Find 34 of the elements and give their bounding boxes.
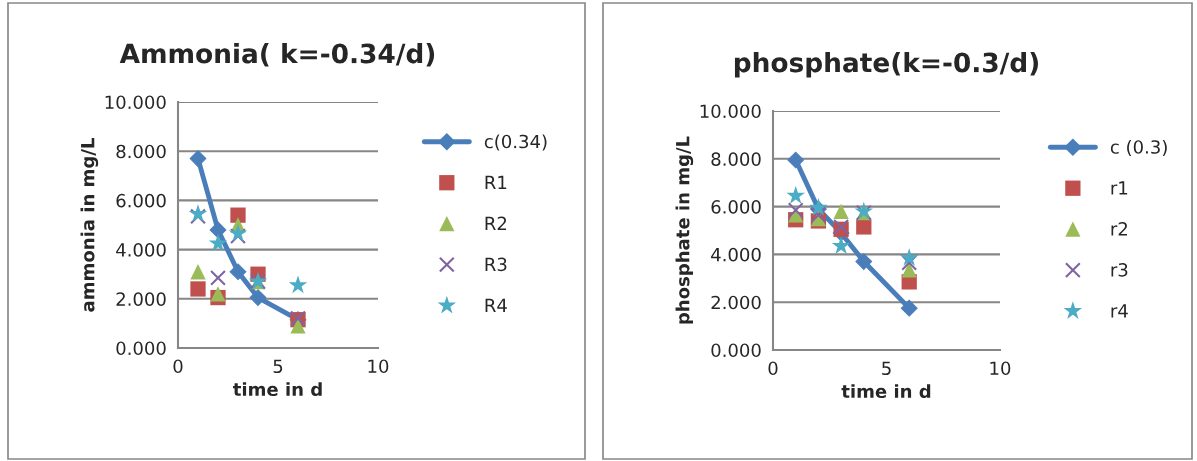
y-axis-title: phosphate in mg/L (675, 136, 694, 324)
legend-label: r4 (1111, 304, 1128, 318)
legend-label: R1 (485, 175, 507, 190)
legend-label: R4 (485, 298, 507, 312)
y-axis-title: ammonia in mg/L (80, 138, 99, 312)
legend-label: R3 (485, 257, 507, 272)
x-tick-label: 5 (882, 361, 891, 376)
legend-label: r3 (1111, 263, 1128, 277)
x-tick-label: 10 (368, 359, 389, 374)
y-tick-label: 2.000 (116, 292, 166, 306)
y-tick-label: 6.000 (711, 200, 761, 214)
legend-label: r2 (1111, 222, 1127, 236)
y-tick-label: 0.000 (116, 341, 166, 356)
y-tick-label: 4.000 (711, 247, 761, 262)
x-tick-label: 0 (768, 361, 778, 376)
y-tick-label: 8.000 (711, 152, 761, 166)
x-tick-label: 0 (173, 359, 183, 374)
y-tick-label: 10.000 (700, 104, 761, 119)
chart-title: phosphate(k=-0.3/d) (734, 52, 1038, 78)
y-tick-label: 10.000 (105, 95, 166, 110)
legend-label: r1 (1111, 181, 1128, 195)
chart-title: Ammonia( k=-0.34/d) (119, 43, 435, 67)
y-tick-label: 4.000 (116, 243, 166, 257)
legend-label: c (0.3) (1110, 139, 1167, 156)
y-tick-label: 6.000 (116, 193, 166, 208)
x-axis-title: time in d (841, 384, 931, 399)
x-tick-label: 10 (990, 361, 1011, 376)
x-tick-label: 5 (273, 359, 283, 374)
y-tick-label: 2.000 (711, 295, 761, 310)
y-tick-label: 8.000 (116, 144, 166, 159)
x-axis-title: time in d (233, 382, 322, 397)
y-tick-label: 0.000 (711, 343, 761, 358)
legend-label: c(0.34) (484, 134, 547, 151)
legend-label: R2 (485, 216, 507, 230)
